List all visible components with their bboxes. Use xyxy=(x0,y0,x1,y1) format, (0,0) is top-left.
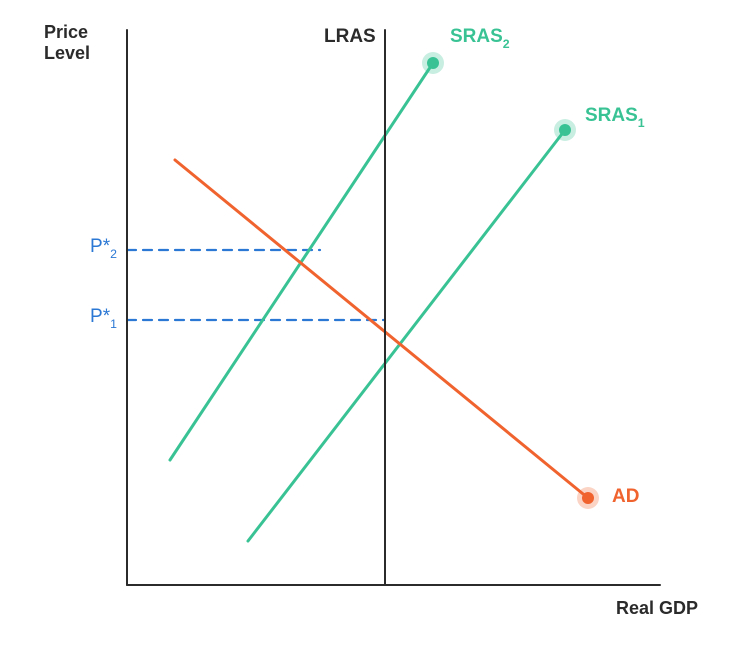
p2-label-sub: 2 xyxy=(110,247,117,261)
p2-label-base: P* xyxy=(90,236,110,257)
sras2-label-base: SRAS xyxy=(450,26,503,47)
p1-label-sub: 1 xyxy=(110,317,117,331)
sras1-label-sub: 1 xyxy=(638,116,645,130)
sras1-label-base: SRAS xyxy=(585,105,638,126)
sras2-label: SRAS2 xyxy=(450,26,510,50)
p1-label-base: P* xyxy=(90,306,110,327)
y-axis-label-line2: Level xyxy=(44,43,90,63)
x-axis-label: Real GDP xyxy=(616,598,698,619)
p2-label: P*2 xyxy=(72,236,117,260)
lras-label-text: LRAS xyxy=(324,26,376,47)
p1-label: P*1 xyxy=(72,306,117,330)
y-axis-label-line1: Price xyxy=(44,22,88,42)
ad-label-text: AD xyxy=(612,486,639,507)
ad-label: AD xyxy=(612,486,639,508)
y-axis-label: Price Level xyxy=(44,22,90,63)
sras1-label: SRAS1 xyxy=(585,105,645,129)
sras2-label-sub: 2 xyxy=(503,37,510,51)
x-axis-label-text: Real GDP xyxy=(616,598,698,618)
chart-svg xyxy=(0,0,748,666)
lras-label: LRAS xyxy=(324,26,376,48)
asad-chart: Price Level Real GDP LRAS SRAS2 SRAS1 AD… xyxy=(0,0,748,666)
